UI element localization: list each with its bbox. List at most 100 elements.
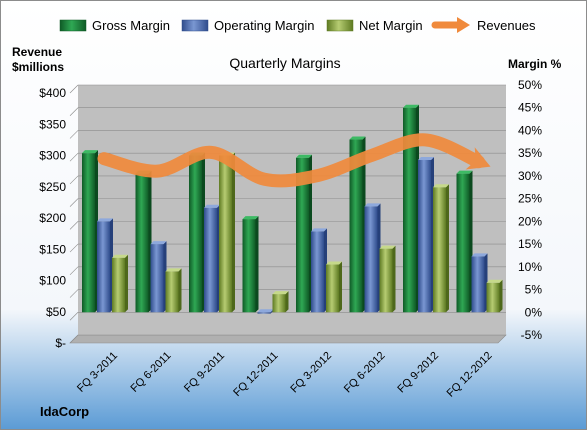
bar-net-margin-top xyxy=(326,261,342,265)
left-tick-label: $300 xyxy=(39,149,66,163)
bar-net-margin-top xyxy=(379,245,396,249)
plot-floor xyxy=(69,334,507,344)
bar-operating-margin-top xyxy=(311,228,327,232)
bar-net-margin-top xyxy=(165,268,182,272)
bar-operating-margin xyxy=(257,312,271,314)
bar-operating-margin-top xyxy=(97,218,113,222)
bar-net-margin xyxy=(486,282,500,313)
footer-label: IdaCorp xyxy=(40,404,89,419)
bar-gross-margin xyxy=(456,173,470,313)
right-tick-label: 40% xyxy=(518,123,542,137)
bar-gross-margin-top xyxy=(296,154,312,158)
left-axis-ticks: $- $50 $100 $150 $200 $250 $300 $350 $400 xyxy=(39,86,66,350)
legend-label-gross: Gross Margin xyxy=(92,18,170,33)
gridline-side xyxy=(69,152,79,162)
bar-net-margin-side xyxy=(285,291,289,313)
gridline-side xyxy=(69,84,79,94)
bar-net-margin-side xyxy=(446,184,449,313)
legend: Gross Margin Operating Margin Net Margin… xyxy=(59,17,536,33)
chart-title: Quarterly Margins xyxy=(229,55,340,71)
bar-gross-margin xyxy=(349,139,363,313)
gridline-side xyxy=(69,198,79,207)
bar-net-margin xyxy=(326,264,339,313)
right-tick-label: 50% xyxy=(518,78,542,92)
bar-operating-margin xyxy=(204,207,217,313)
gridline-side xyxy=(69,289,79,298)
gridline-side xyxy=(69,243,79,253)
gridline-side xyxy=(69,312,79,321)
bar-gross-margin xyxy=(135,173,149,313)
bar-net-margin xyxy=(165,271,179,313)
legend-swatch-operating xyxy=(181,19,209,32)
bar-operating-margin xyxy=(471,256,485,313)
bar-operating-margin xyxy=(418,160,431,313)
bar-gross-margin-top xyxy=(242,216,259,220)
gridline-side xyxy=(69,175,79,185)
bar-operating-margin-top xyxy=(257,309,274,313)
gridline-side xyxy=(69,221,79,230)
gridline-side xyxy=(69,107,79,116)
bar-net-margin-side xyxy=(125,254,128,313)
bar-net-margin-top xyxy=(112,254,128,258)
bar-net-margin xyxy=(379,248,393,313)
bar-operating-margin-top xyxy=(364,203,381,207)
bar-gross-margin-side xyxy=(255,216,259,313)
right-axis-ticks: -5% 0% 5% 10% 15% 20% 25% 30% 35% 40% 45% 50% xyxy=(518,78,542,342)
right-tick-label: 35% xyxy=(518,146,542,160)
bar-net-margin-side xyxy=(499,279,503,313)
bar-net-margin xyxy=(219,155,232,313)
bar-gross-margin xyxy=(189,155,202,313)
gridline-side xyxy=(69,334,79,344)
bars xyxy=(82,104,503,314)
left-axis-label-line2: $millions xyxy=(12,60,64,74)
right-tick-label: 15% xyxy=(518,237,542,251)
legend-label-revenues: Revenues xyxy=(477,18,536,33)
bar-net-margin-side xyxy=(339,261,342,313)
bar-net-margin-side xyxy=(178,268,182,313)
left-tick-label: $400 xyxy=(39,86,66,100)
legend-label-net: Net Margin xyxy=(359,18,423,33)
left-tick-label: $100 xyxy=(39,274,66,288)
revenue-line xyxy=(97,133,491,188)
right-tick-label: 10% xyxy=(518,260,542,274)
right-tick-label: 0% xyxy=(525,305,543,319)
bar-net-margin xyxy=(112,257,125,313)
left-tick-label: $200 xyxy=(39,211,66,225)
bar-net-margin-top xyxy=(433,184,449,188)
gridline-side xyxy=(69,130,79,139)
bar-operating-margin xyxy=(311,231,324,313)
bar-net-margin xyxy=(433,187,446,313)
bar-operating-margin-top xyxy=(150,241,167,245)
bar-operating-margin xyxy=(97,221,110,313)
bar-net-margin xyxy=(272,294,286,313)
bar-operating-margin-top xyxy=(204,204,220,208)
bar-gross-margin-top xyxy=(456,170,473,174)
bar-operating-margin xyxy=(364,206,378,313)
left-tick-label: $150 xyxy=(39,242,66,256)
bar-gross-margin-top xyxy=(82,150,98,154)
bar-operating-margin xyxy=(150,244,164,313)
bar-gross-margin-top xyxy=(349,136,366,140)
bar-net-margin-side xyxy=(232,152,235,313)
right-tick-label: 5% xyxy=(525,283,543,297)
right-tick-label: 30% xyxy=(518,169,542,183)
left-tick-label: $50 xyxy=(46,305,66,319)
legend-arrow-icon xyxy=(457,17,470,33)
left-tick-label: $250 xyxy=(39,180,66,194)
right-axis-label: Margin % xyxy=(508,57,562,71)
left-axis-label-line1: Revenue xyxy=(12,45,62,59)
left-tick-label: $- xyxy=(55,336,66,350)
left-tick-label: $350 xyxy=(39,117,66,131)
right-tick-label: 45% xyxy=(518,101,542,115)
legend-swatch-net xyxy=(326,19,354,32)
right-tick-label: 25% xyxy=(518,192,542,206)
bar-gross-margin xyxy=(82,153,95,313)
bar-net-margin-side xyxy=(392,245,396,313)
gridline-side xyxy=(69,266,79,276)
legend-label-operating: Operating Margin xyxy=(214,18,314,33)
bar-gross-margin xyxy=(403,107,416,313)
right-tick-label: -5% xyxy=(521,328,543,342)
bar-operating-margin-top xyxy=(471,253,488,257)
